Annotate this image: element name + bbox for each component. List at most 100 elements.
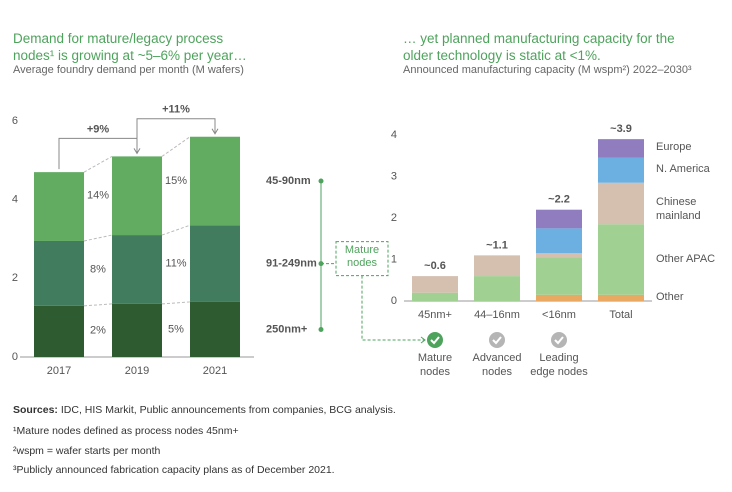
segment-growth: 2% (90, 324, 106, 336)
callout-arrow (361, 275, 425, 341)
segment-growth: 8% (90, 263, 106, 275)
footnote: ³Publicly announced fabrication capacity… (13, 464, 335, 476)
total-label: ~3.9 (610, 123, 632, 135)
legend-label: Other (656, 290, 684, 303)
bar-segment (34, 240, 84, 306)
bar-segment (474, 276, 520, 301)
arrowhead (211, 128, 219, 135)
bar-segment (34, 305, 84, 357)
connector (161, 301, 191, 305)
chart-subtitle-box: Announced manufacturing capacity (M wspm… (403, 64, 692, 76)
y-tick-label: 2 (12, 272, 18, 284)
total-label: ~0.6 (424, 260, 446, 272)
legend-label-box: Other (656, 290, 684, 303)
y-tick-label: 4 (12, 194, 18, 206)
bar-segment (412, 276, 458, 293)
legend-label: 91-249nm (266, 257, 317, 269)
sources-text: IDC, HIS Markit, Public announcements fr… (60, 404, 396, 416)
bar-segment (598, 224, 644, 295)
legend-label: 250nm+ (266, 323, 307, 335)
bar-segment (112, 303, 162, 357)
chart-title-box: Demand for mature/legacy process nodes¹ … (13, 31, 247, 63)
bar-segment (190, 301, 240, 357)
footnote: ¹Mature nodes defined as process nodes 4… (13, 425, 239, 437)
bar-segment (598, 294, 644, 301)
bar-segment (598, 139, 644, 158)
bar-segment (598, 182, 644, 225)
legend-label-box: Other APAC (656, 252, 716, 265)
node-label: nodes (420, 366, 450, 378)
node-icon (427, 332, 443, 348)
bar-segment (34, 172, 84, 241)
bar-segment (112, 156, 162, 236)
bar-segment (536, 228, 582, 254)
chart-title-box: … yet planned manufacturing capacity for… (403, 31, 675, 63)
callout-box (335, 241, 389, 277)
segment-growth: 14% (87, 190, 109, 202)
label-bg (82, 122, 114, 136)
node-label: Leading (539, 352, 578, 364)
legend-label: Chinese mainland (656, 196, 701, 223)
y-tick-label: 1 (391, 253, 397, 265)
connector (83, 155, 113, 173)
x-tick-label: <16nm (542, 309, 576, 321)
chart-subtitle: Average foundry demand per month (M wafe… (13, 64, 244, 76)
total-label: ~2.2 (548, 194, 570, 206)
total-growth: +11% (162, 104, 190, 116)
bar-segment (112, 235, 162, 304)
footnote: ²wspm = wafer starts per month (13, 445, 161, 457)
y-tick-label: 2 (391, 212, 397, 224)
node-label: Mature (418, 352, 452, 364)
node-icon (489, 332, 505, 348)
sources: Sources: IDC, HIS Markit, Public announc… (13, 404, 396, 416)
connector (161, 224, 191, 236)
x-tick-label: 2017 (47, 365, 71, 377)
chart-subtitle: Announced manufacturing capacity (M wspm… (403, 64, 692, 76)
bracket-dot (318, 326, 324, 332)
node-label: edge nodes (530, 366, 588, 378)
x-tick-label: 2019 (125, 365, 149, 377)
x-tick-label: Total (609, 309, 632, 321)
check (430, 336, 440, 345)
bar-segment (598, 157, 644, 183)
legend-label: N. America (656, 163, 710, 176)
y-tick-label: 0 (12, 351, 18, 363)
callout-label: Mature nodes (344, 243, 380, 269)
x-tick-label: 45nm+ (418, 309, 452, 321)
y-tick-label: 6 (12, 115, 18, 127)
legend-label: Other APAC (656, 252, 716, 265)
connector (83, 303, 113, 307)
label-bg (160, 102, 192, 116)
growth-bracket (136, 118, 216, 154)
bar-segment (190, 225, 240, 302)
segment-growth: 15% (165, 175, 187, 187)
chart-title: … yet planned manufacturing capacity for… (403, 31, 675, 63)
node-label: nodes (482, 366, 512, 378)
bar-segment (474, 255, 520, 277)
connector (161, 136, 191, 157)
segment-growth: 5% (168, 323, 184, 335)
check (492, 336, 502, 345)
y-tick-label: 4 (391, 129, 397, 141)
bar-segment (412, 292, 458, 301)
legend-label-box: Europe (656, 141, 692, 154)
bracket-dot (318, 178, 324, 184)
bar-segment (190, 136, 240, 226)
y-tick-label: 0 (391, 295, 397, 307)
node-icon (551, 332, 567, 348)
legend-label: Europe (656, 141, 692, 154)
chart-title: Demand for mature/legacy process nodes¹ … (13, 31, 247, 63)
bar-segment (536, 257, 582, 295)
total-growth: +9% (87, 123, 110, 135)
segment-growth: 11% (165, 257, 186, 269)
bar-segment (536, 253, 582, 258)
legend-label: 45-90nm (266, 175, 311, 187)
bar-segment (536, 209, 582, 229)
total-label: ~1.1 (486, 239, 508, 251)
bar-segment (536, 294, 582, 301)
y-tick-label: 3 (391, 170, 397, 182)
check (554, 336, 564, 345)
node-label: Advanced (473, 352, 522, 364)
